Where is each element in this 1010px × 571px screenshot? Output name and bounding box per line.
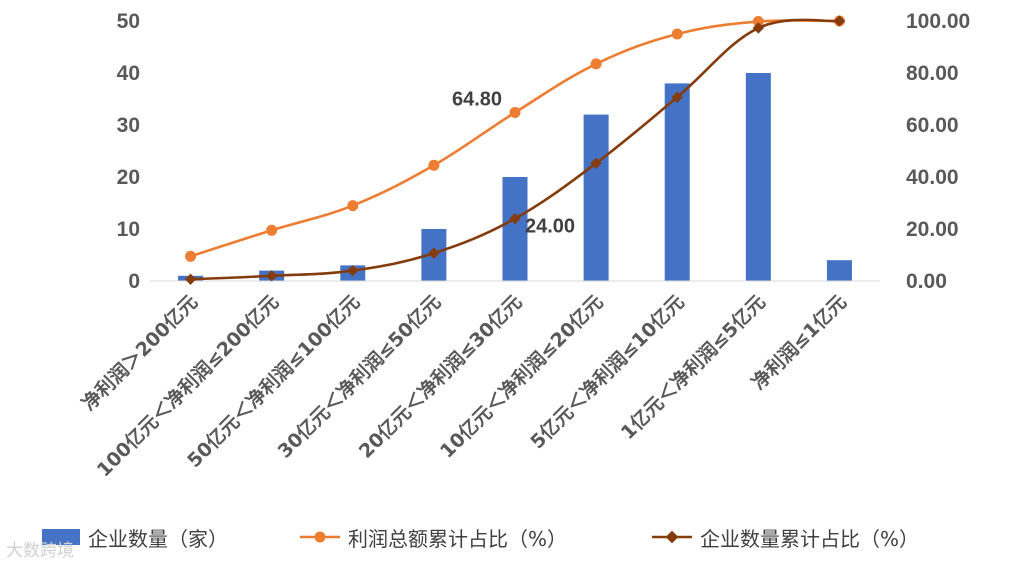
line-point xyxy=(428,159,440,171)
line-point xyxy=(184,273,197,285)
line-point xyxy=(833,15,846,27)
x-tick-label: 20亿元＜净利润≤30亿元 xyxy=(354,290,526,462)
x-tick-label: 50亿元＜净利润≤100亿元 xyxy=(183,290,365,472)
line-point xyxy=(266,270,278,282)
line-point xyxy=(752,16,764,28)
y-right-tick-label: 40.00 xyxy=(906,166,959,189)
legend-item-profit-line: 利润总额累计占比（%） xyxy=(300,520,567,554)
line-point xyxy=(509,107,521,119)
line-point xyxy=(590,58,602,70)
y-left-tick-label: 20 xyxy=(117,166,140,189)
x-tick-label: 1亿元＜净利润≤5亿元 xyxy=(616,290,770,444)
line-point xyxy=(428,247,440,259)
line-series xyxy=(184,15,846,285)
line-point xyxy=(347,264,359,277)
bar-series xyxy=(178,73,852,282)
combo-chart: 0 10 20 30 40 50 0.00 20.00 40.00 60.00 80.00 100.… xyxy=(77,10,970,481)
data-label: 64.80 xyxy=(452,89,502,111)
y-left-tick-label: 10 xyxy=(117,218,140,241)
data-labels: 64.80 24.00 xyxy=(452,89,575,238)
line-point xyxy=(185,250,197,262)
legend-label-bar: 企业数量（家） xyxy=(88,526,228,551)
y-right-tick-label: 20.00 xyxy=(906,218,959,241)
line-point xyxy=(347,200,359,212)
bar xyxy=(745,73,771,281)
y-axis-left: 0 10 20 30 40 50 xyxy=(117,10,140,293)
line-point xyxy=(590,157,602,169)
y-right-tick-label: 60.00 xyxy=(906,114,959,137)
y-left-tick-label: 50 xyxy=(117,10,140,33)
y-left-tick-label: 0 xyxy=(128,270,140,293)
bar xyxy=(664,83,690,282)
line-point xyxy=(266,224,278,236)
y-axis-right: 0.00 20.00 40.00 60.00 80.00 100.00 xyxy=(906,10,970,293)
y-right-tick-label: 100.00 xyxy=(906,10,970,33)
bar xyxy=(826,260,852,281)
x-axis-labels: 净利润＞200亿元100亿元＜净利润≤200亿元50亿元＜净利润≤100亿元30… xyxy=(77,290,851,481)
legend-item-bar: 企业数量（家） xyxy=(42,520,228,554)
x-tick-label: 5亿元＜净利润≤10亿元 xyxy=(526,290,689,453)
line-point xyxy=(671,28,683,40)
y-left-tick-label: 40 xyxy=(117,62,140,85)
x-tick-label: 30亿元＜净利润≤50亿元 xyxy=(273,290,445,462)
legend-swatch-profit-line xyxy=(300,531,340,543)
legend: 企业数量（家） 利润总额累计占比（%） 企业数量累计占比（%） xyxy=(0,520,1010,560)
legend-swatch-bar xyxy=(42,529,80,545)
legend-swatch-count-line xyxy=(652,530,692,544)
y-right-tick-label: 80.00 xyxy=(906,62,959,85)
legend-item-count-line: 企业数量累计占比（%） xyxy=(652,520,919,554)
y-left-tick-label: 30 xyxy=(117,114,140,137)
watermark: 大数跨境 xyxy=(6,541,74,561)
data-label: 24.00 xyxy=(525,216,575,238)
x-tick-label: 10亿元＜净利润≤20亿元 xyxy=(435,290,607,462)
bar xyxy=(502,177,528,281)
y-right-tick-label: 0.00 xyxy=(906,270,947,293)
line-point xyxy=(509,212,521,225)
legend-label-profit-line: 利润总额累计占比（%） xyxy=(348,526,568,551)
legend-label-count-line: 企业数量累计占比（%） xyxy=(700,526,920,551)
bar xyxy=(583,114,609,281)
